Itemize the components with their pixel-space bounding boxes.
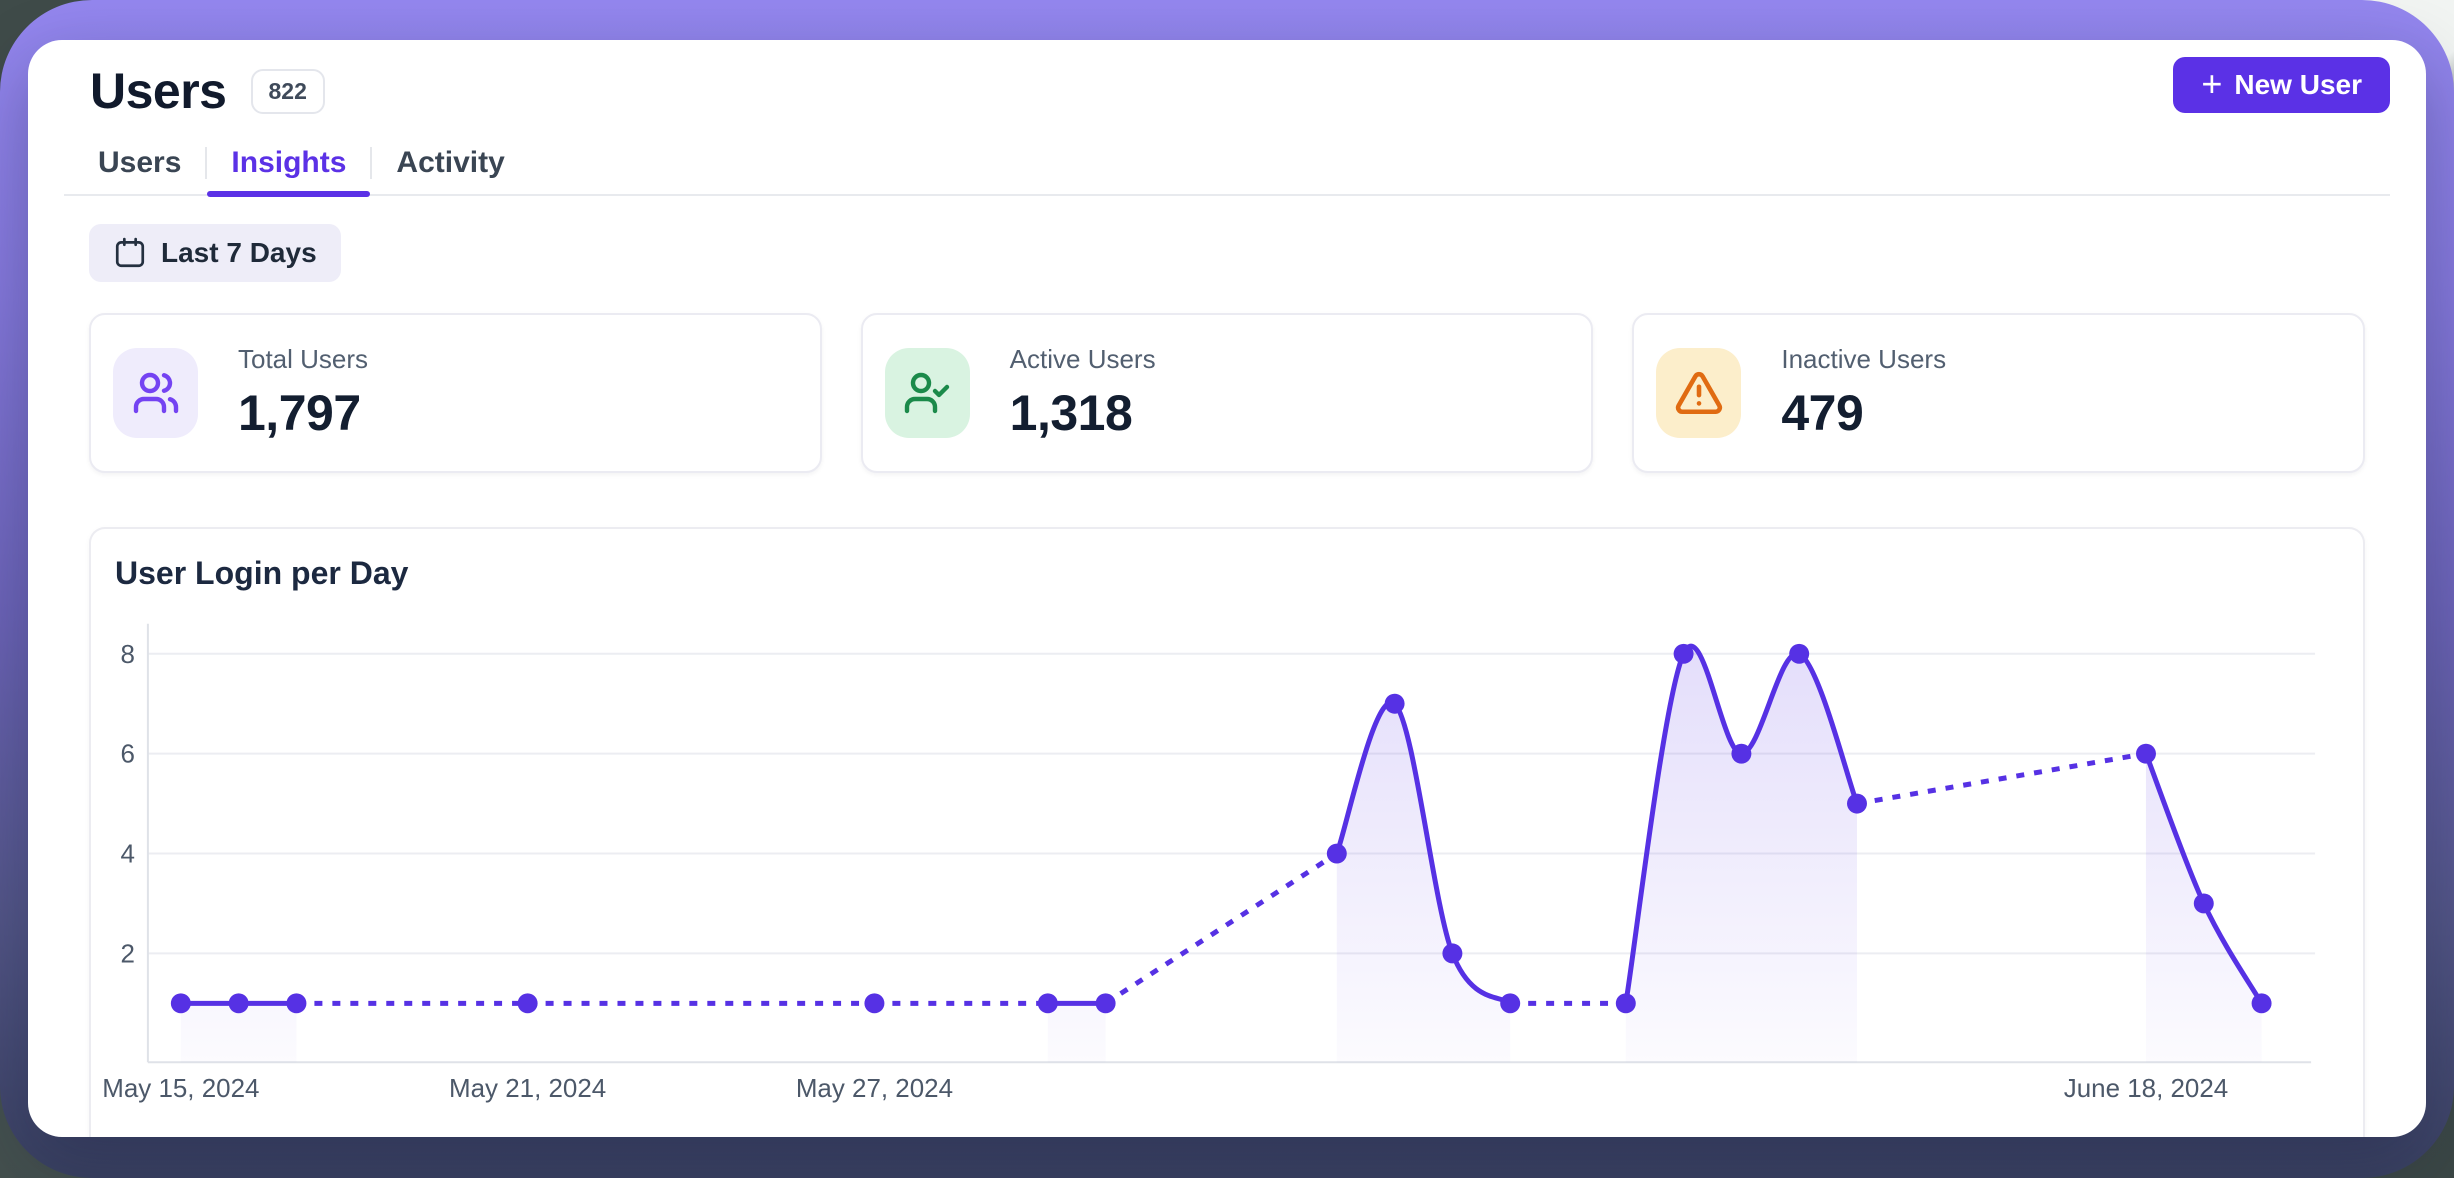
page-title: Users xyxy=(90,63,227,119)
line-segment xyxy=(1334,699,1513,1006)
plus-icon: + xyxy=(2201,62,2223,104)
stat-card-total-users: Total Users 1,797 xyxy=(89,313,822,473)
stat-value: 479 xyxy=(1781,385,1864,441)
y-tick-label: 6 xyxy=(120,741,134,769)
app-window: Users 822 + New User Users Insights Acti… xyxy=(28,40,2426,1137)
users-icon xyxy=(133,372,178,414)
y-tick-label: 8 xyxy=(120,641,134,669)
chart-title: User Login per Day xyxy=(115,555,409,591)
data-point xyxy=(2251,993,2272,1014)
area-fill xyxy=(1047,1003,1106,1063)
x-tick-label: May 15, 2024 xyxy=(102,1075,259,1103)
tab-bar: Users Insights Activity xyxy=(64,132,2390,197)
data-point xyxy=(1673,643,1694,664)
stat-card-active-users: Active Users 1,318 xyxy=(860,313,1594,473)
stat-card-inactive-users: Inactive Users 479 xyxy=(1632,313,2366,473)
data-point xyxy=(1095,993,1116,1014)
data-point xyxy=(1500,993,1521,1014)
data-point xyxy=(1615,993,1636,1014)
date-range-label: Last 7 Days xyxy=(161,237,317,268)
stat-icon-tile xyxy=(113,348,198,438)
data-point xyxy=(1731,743,1752,764)
x-tick-label: May 27, 2024 xyxy=(796,1075,953,1103)
login-chart: 2 4 6 8 May 15, 2024 May 21, 2024 May 27, 2024… xyxy=(102,623,2316,1103)
stat-icon-tile xyxy=(884,348,970,438)
area-fill xyxy=(180,1003,297,1063)
data-point xyxy=(1442,943,1463,964)
data-point xyxy=(1384,693,1405,714)
x-tick-label: June 18, 2024 xyxy=(2064,1075,2228,1103)
y-tick-label: 4 xyxy=(120,841,134,869)
x-tick-label: May 21, 2024 xyxy=(449,1075,606,1103)
data-point xyxy=(228,993,249,1014)
chart-card: User Login per Day 2 4 6 8 May 15, 2024 May 2… xyxy=(89,527,2365,1137)
user-count-badge: 822 xyxy=(250,68,325,114)
data-point xyxy=(170,993,191,1014)
data-point xyxy=(864,993,885,1014)
calendar-icon xyxy=(115,237,145,268)
area-fill xyxy=(1336,702,1511,1063)
stat-label: Inactive Users xyxy=(1781,344,1947,374)
dashed-segment xyxy=(1104,851,1339,1006)
new-user-button-label: New User xyxy=(2234,69,2362,100)
tab-activity[interactable]: Activity xyxy=(396,146,505,179)
line-segment xyxy=(1623,643,1860,1006)
new-user-button[interactable]: + New User xyxy=(2173,57,2390,113)
stat-icon-tile xyxy=(1656,348,1742,438)
page-header: Users 822 xyxy=(90,62,325,120)
data-point xyxy=(1326,843,1347,864)
date-range-filter[interactable]: Last 7 Days xyxy=(89,224,341,282)
stat-label: Total Users xyxy=(238,344,369,374)
stat-value: 1,797 xyxy=(238,385,361,441)
data-point xyxy=(517,993,538,1014)
tab-divider xyxy=(205,147,208,179)
data-point xyxy=(1037,993,1058,1014)
data-point xyxy=(1847,793,1867,814)
stat-label: Active Users xyxy=(1009,344,1156,374)
tab-insights[interactable]: Insights xyxy=(207,132,371,197)
alert-triangle-icon xyxy=(1675,371,1722,415)
data-point xyxy=(2135,743,2156,764)
data-point xyxy=(286,993,307,1014)
data-point xyxy=(1789,643,1810,664)
stat-value: 1,318 xyxy=(1009,385,1133,441)
tab-users[interactable]: Users xyxy=(98,146,182,179)
tab-divider xyxy=(370,147,373,179)
area-fill xyxy=(1625,646,1857,1063)
data-point xyxy=(2193,893,2214,914)
stats-row: Total Users 1,797 Active Users 1,318 xyxy=(89,313,2366,473)
y-tick-label: 2 xyxy=(120,940,134,968)
dashed-segment xyxy=(1856,751,2147,807)
user-check-icon xyxy=(904,372,950,414)
